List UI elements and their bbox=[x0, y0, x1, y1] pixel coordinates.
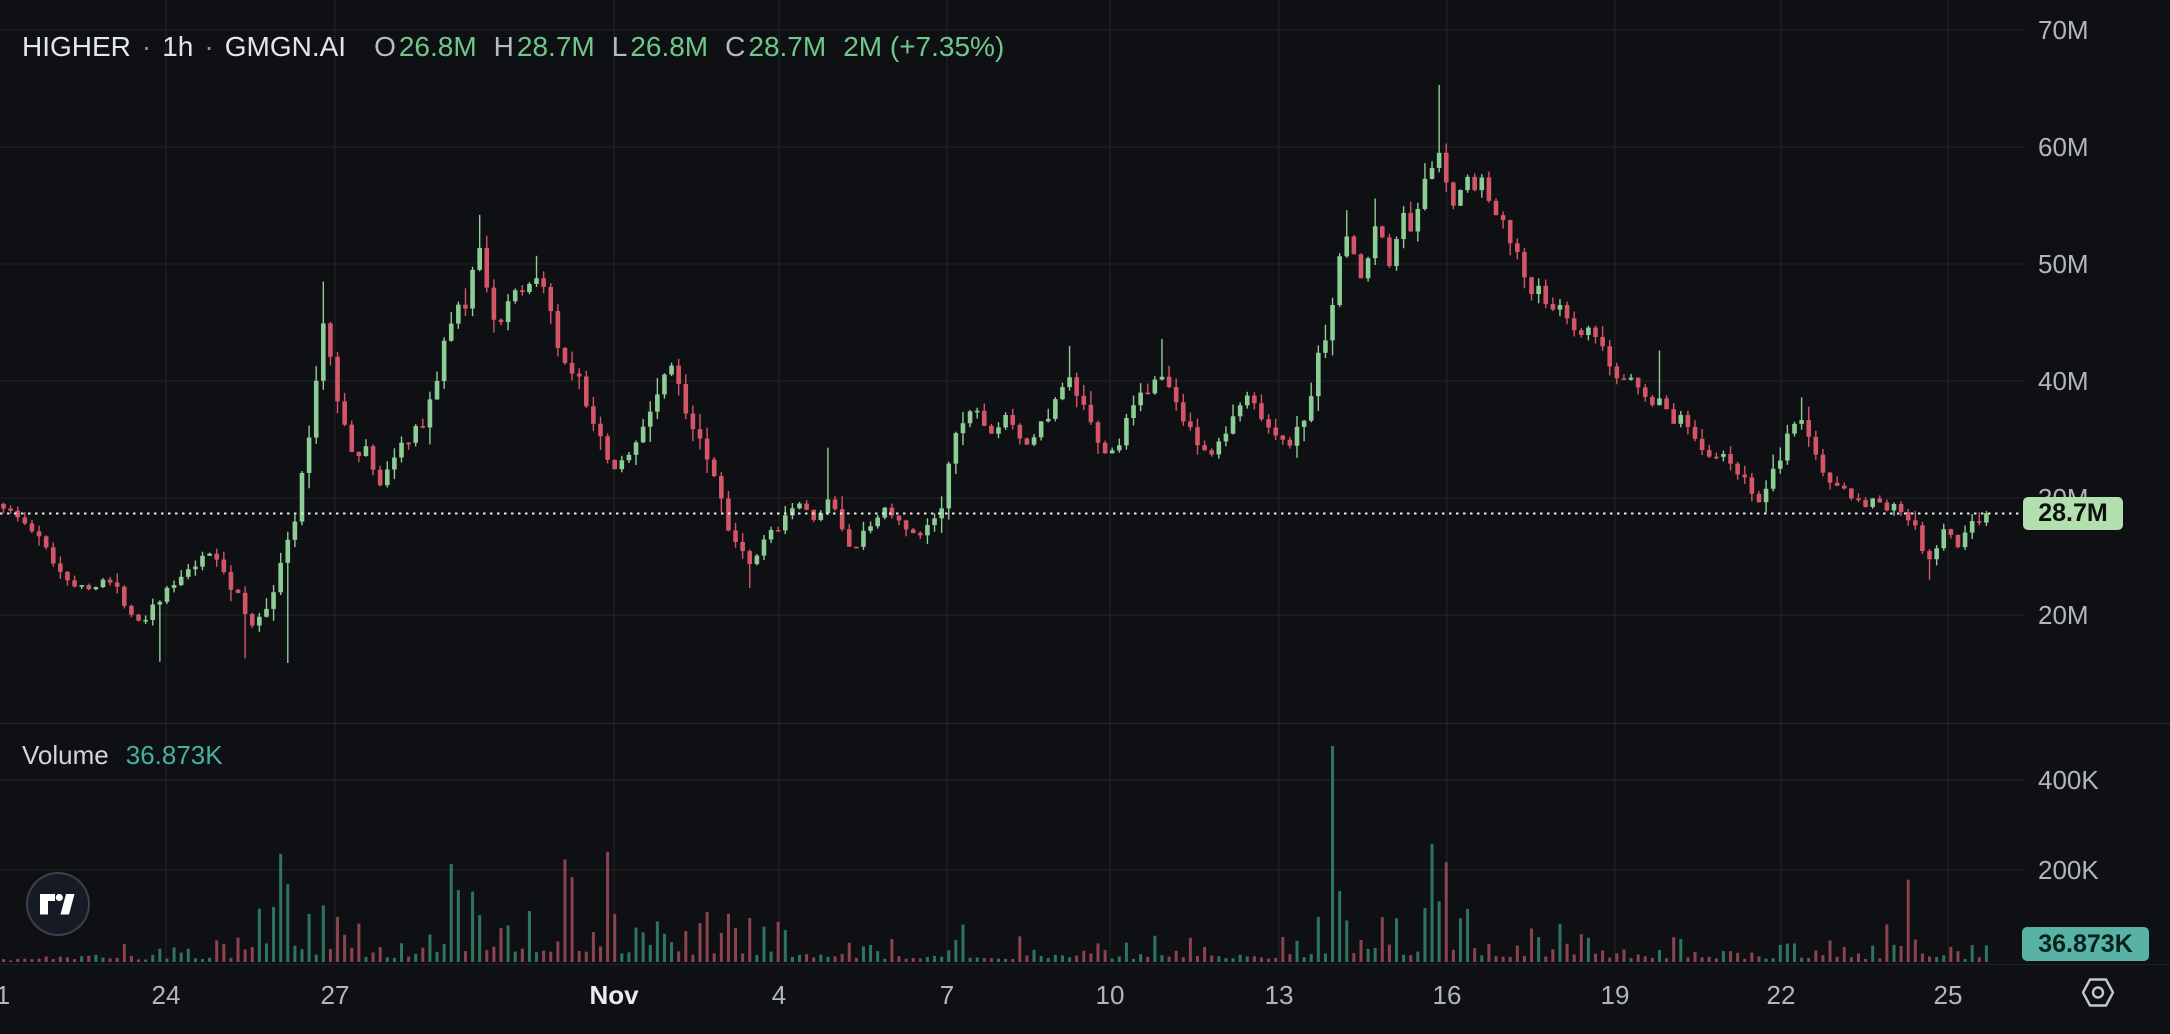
time-axis-label: 22 bbox=[1766, 980, 1796, 1010]
time-axis-label: 25 bbox=[1933, 980, 1963, 1010]
gear-icon bbox=[2081, 977, 2115, 1007]
time-axis-label: 1 bbox=[0, 980, 11, 1010]
time-axis-label: 16 bbox=[1432, 980, 1462, 1010]
provider-label: GMGN.AI bbox=[224, 31, 347, 62]
volume-axis-label: 400K bbox=[2038, 765, 2099, 795]
ohlc-high: H 28.7M bbox=[493, 31, 595, 62]
price-axis-label: 60M bbox=[2038, 132, 2089, 162]
price-change: 2M (+7.35%) bbox=[843, 31, 1005, 62]
symbol-name: HIGHER bbox=[22, 31, 131, 62]
ohlc-low: L 26.8M bbox=[611, 31, 709, 62]
volume-label: Volume bbox=[22, 740, 109, 770]
ohlc-open: O 26.8M bbox=[374, 31, 477, 62]
tradingview-logo-glyph bbox=[40, 893, 75, 914]
last-price-badge: 28.7M bbox=[2023, 497, 2123, 530]
time-axis-label: 13 bbox=[1264, 980, 1294, 1010]
current-volume-badge: 36.873K bbox=[2022, 927, 2149, 961]
volume-legend: Volume 36.873K bbox=[22, 740, 223, 770]
time-axis-label: 27 bbox=[320, 980, 350, 1010]
time-axis-label: 24 bbox=[151, 980, 181, 1010]
price-axis-label: 70M bbox=[2038, 15, 2089, 45]
pane-separator[interactable] bbox=[0, 723, 2170, 724]
chart-legend: HIGHER · 1h · GMGN.AI O 26.8M H 28.7M L 26.… bbox=[22, 30, 1004, 64]
time-axis-label: 10 bbox=[1095, 980, 1125, 1010]
time-axis-label: 7 bbox=[939, 980, 955, 1010]
time-axis-label: Nov bbox=[589, 980, 639, 1010]
tradingview-logo[interactable] bbox=[26, 872, 90, 936]
time-axis-label: 4 bbox=[771, 980, 787, 1010]
legend-separator: · bbox=[141, 31, 152, 62]
time-axis-label: 19 bbox=[1600, 980, 1630, 1010]
interval-label: 1h bbox=[162, 31, 194, 62]
volume-axis-label: 200K bbox=[2038, 855, 2099, 885]
volume-value: 36.873K bbox=[125, 740, 223, 770]
ohlc-close: C 28.7M bbox=[725, 31, 827, 62]
time-axis-separator bbox=[0, 964, 2170, 965]
price-axis-label: 50M bbox=[2038, 249, 2089, 279]
settings-button[interactable] bbox=[2078, 973, 2118, 1011]
price-axis-label: 40M bbox=[2038, 366, 2089, 396]
legend-separator: · bbox=[204, 31, 214, 62]
price-axis-label: 20M bbox=[2038, 600, 2089, 630]
ohlc-readout: O 26.8M H 28.7M L 26.8M C 28.7M 2M (+7.35%) bbox=[374, 30, 1004, 64]
